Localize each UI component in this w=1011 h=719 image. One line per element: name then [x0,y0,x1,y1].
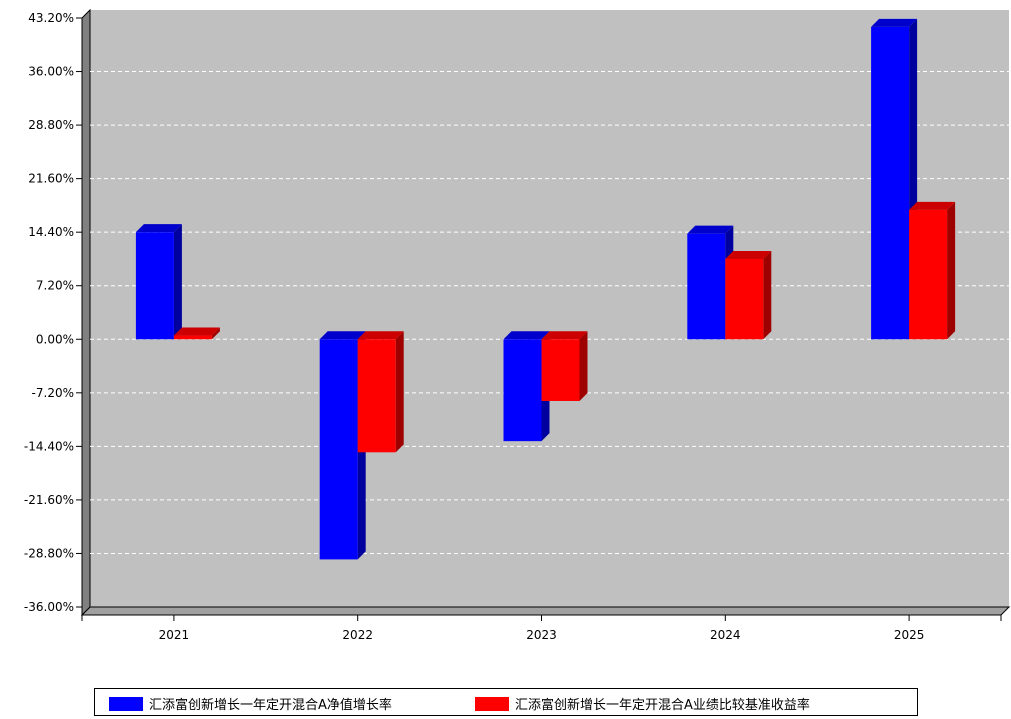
x-tick-label: 2022 [342,628,373,642]
bar-nav-2025 [871,18,918,340]
x-tick-label: 2024 [710,628,741,642]
bar-front [319,339,358,560]
bar-top [909,201,956,210]
plot-floor [80,606,1011,616]
x-axis-ticks: 2021 2022 2023 2024 2025 [81,615,1002,642]
x-tick-label: 2023 [526,628,557,642]
y-tick-label: 14.40% [28,225,74,239]
plot-area [90,10,1009,607]
legend-label-series-1: 汇添富创新增长一年定开混合A净值增长率 [149,698,392,713]
bar-side [579,331,588,401]
bar-top [173,327,220,336]
legend-item-series-2: 汇添富创新增长一年定开混合A业绩比较基准收益率 [475,694,810,713]
bar-nav-2021 [135,224,182,340]
y-tick-label: 28.80% [28,118,74,132]
bar-front [173,335,212,340]
y-tick-label: -28.80% [24,546,74,560]
plot-left-wall [81,8,91,617]
x-tick-label: 2025 [894,628,925,642]
x-tick-label: 2021 [159,628,190,642]
y-tick-label: -7.20% [32,386,74,400]
y-tick-label: 43.20% [28,11,74,25]
plot-background [80,8,1011,617]
y-tick-label: 36.00% [28,65,74,79]
bar-top [687,225,734,234]
y-tick-label: 21.60% [28,172,74,186]
legend-item-series-1: 汇添富创新增长一年定开混合A净值增长率 [109,694,392,713]
legend-label-series-2: 汇添富创新增长一年定开混合A业绩比较基准收益率 [515,698,810,713]
bar-front [725,258,764,340]
bar-top [541,331,588,340]
y-tick-label: -14.40% [24,439,74,453]
bar-benchmark-2023 [541,331,588,401]
bar-side [211,327,220,340]
bar-chart: 43.20% 36.00% 28.80% 21.60% 14.40% 7.20% 0.00%… [24,8,1011,642]
bar-front [135,232,174,340]
bars [135,18,956,560]
gridlines [90,71,1009,554]
bar-benchmark-2022 [357,331,404,453]
bar-top [871,18,918,27]
bar-side [947,201,956,340]
bar-top [725,250,772,259]
bar-top [135,224,182,233]
bar-benchmark-2021 [173,327,220,340]
y-tick-label: -36.00% [24,600,74,614]
legend-swatch-series-1 [109,696,143,711]
bar-front [503,339,542,442]
bar-front [909,209,948,340]
bar-top [503,331,550,340]
bar-front [871,26,910,340]
bar-benchmark-2024 [725,250,772,340]
y-tick-label: -21.60% [24,493,74,507]
legend-swatch-series-2 [475,696,509,711]
bar-side [173,224,182,340]
bar-side [395,331,404,453]
y-tick-label: 7.20% [36,279,74,293]
bar-front [687,233,726,340]
y-tick-label: 0.00% [36,332,74,346]
bar-front [357,339,396,453]
bar-benchmark-2025 [909,201,956,340]
bar-front [541,339,580,401]
y-axis-ticks: 43.20% 36.00% 28.80% 21.60% 14.40% 7.20% 0.00%… [24,11,82,614]
legend: 汇添富创新增长一年定开混合A净值增长率 汇添富创新增长一年定开混合A业绩比较基准… [94,688,918,716]
bar-top [319,331,366,340]
bar-top [357,331,404,340]
bar-side [763,250,772,340]
